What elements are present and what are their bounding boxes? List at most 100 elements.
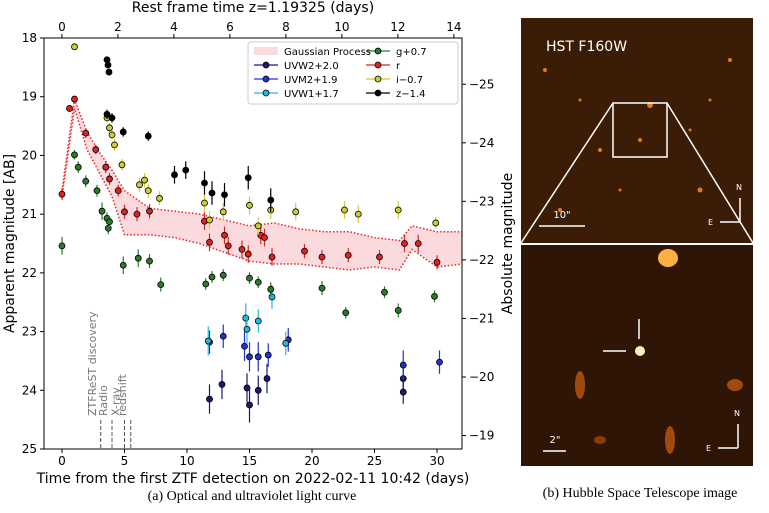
legend-marker	[262, 61, 270, 69]
data-point	[244, 250, 252, 258]
data-point	[106, 175, 113, 183]
data-point	[201, 199, 208, 207]
x2-axis-label: Rest frame time z=1.19325 (days)	[132, 0, 374, 16]
legend-marker	[374, 47, 382, 55]
legend-marker	[374, 75, 382, 83]
legend-label: z−1.4	[396, 89, 426, 100]
y-tick-label: 19	[22, 90, 37, 104]
x2-tick-label: 6	[226, 20, 234, 34]
caption-b: (b) Hubble Space Telescope image	[543, 486, 738, 501]
x-tick-label: 15	[242, 454, 257, 468]
data-point	[204, 337, 212, 345]
data-point	[156, 194, 163, 202]
y2-tick-label: −23	[469, 194, 494, 208]
data-point	[264, 351, 272, 359]
scale-label: 10"	[553, 210, 570, 221]
plot-frame	[43, 37, 463, 450]
data-point	[119, 261, 127, 269]
data-point	[342, 309, 350, 317]
data-point	[106, 218, 113, 226]
data-point	[208, 273, 216, 281]
data-point	[66, 105, 73, 112]
data-point	[242, 314, 250, 322]
legend-marker	[262, 75, 270, 83]
data-point	[267, 285, 275, 293]
data-point	[102, 163, 110, 171]
data-point	[219, 332, 227, 340]
north-label: N	[734, 409, 740, 418]
x2-tick-label: 14	[446, 20, 461, 34]
data-point	[82, 177, 90, 185]
east-label: E	[706, 444, 711, 453]
legend-label: g+0.7	[396, 47, 427, 58]
y-tick-label: 18	[22, 31, 37, 45]
data-point	[267, 196, 275, 204]
data-point	[144, 132, 152, 140]
y-tick-label: 23	[22, 325, 37, 339]
north-label: N	[736, 183, 742, 192]
annotation-text: redshift	[116, 374, 129, 416]
x2-tick-label: 4	[170, 20, 178, 34]
data-point	[224, 242, 232, 250]
data-point	[182, 166, 190, 174]
data-point	[254, 222, 262, 230]
annotation-text: Radio	[97, 385, 110, 416]
data-point	[71, 43, 78, 51]
data-point	[246, 201, 253, 209]
data-point	[238, 245, 246, 253]
data-point	[414, 240, 422, 247]
data-point	[71, 95, 78, 103]
y-tick-label: 20	[22, 148, 37, 162]
y2-tick-label: −21	[469, 311, 494, 325]
x-tick-label: 30	[429, 454, 444, 468]
data-point	[292, 208, 300, 216]
data-point	[134, 254, 142, 262]
data-point	[93, 187, 101, 195]
legend-swatch	[254, 47, 278, 55]
x2-tick-label: 12	[390, 20, 405, 34]
data-point	[432, 219, 440, 227]
annotation-text: X-ray	[110, 387, 123, 416]
data-point	[218, 381, 226, 388]
data-point	[241, 342, 248, 350]
y2-tick-label: −20	[469, 370, 494, 384]
data-point	[74, 163, 82, 171]
data-point	[436, 358, 443, 366]
data-point	[133, 210, 141, 218]
y-tick-label: 24	[22, 383, 37, 397]
image-top	[521, 18, 753, 243]
y2-tick-label: −25	[469, 77, 494, 91]
y-tick-label: 22	[22, 266, 37, 280]
data-point	[243, 325, 251, 333]
data-point	[58, 242, 66, 250]
caption-a: (a) Optical and ultraviolet light curve	[148, 489, 357, 504]
data-point	[114, 187, 122, 195]
gp-edge	[61, 108, 463, 271]
data-point	[105, 68, 113, 76]
data-point	[144, 187, 152, 195]
hst-image: HST F160W 10" 2" N E N E	[520, 18, 754, 466]
data-point	[206, 238, 213, 246]
data-point	[119, 128, 127, 136]
data-point	[219, 271, 227, 279]
scale-label: 2"	[550, 435, 561, 446]
data-point	[108, 131, 116, 139]
data-point	[282, 339, 290, 347]
y-tick-label: 21	[22, 207, 37, 221]
data-point	[254, 317, 262, 325]
data-point	[246, 274, 253, 282]
x-tick-label: 5	[121, 454, 129, 468]
y2-tick-label: −19	[469, 429, 494, 443]
data-point	[103, 110, 111, 118]
data-point	[221, 231, 228, 239]
data-point	[318, 253, 326, 261]
data-point	[433, 258, 441, 266]
legend-marker	[262, 89, 270, 97]
x-tick-label: 0	[58, 454, 66, 468]
legend-marker	[374, 61, 382, 69]
data-point	[246, 401, 253, 409]
data-point	[121, 208, 128, 216]
data-point	[136, 181, 143, 189]
data-point	[394, 206, 402, 214]
